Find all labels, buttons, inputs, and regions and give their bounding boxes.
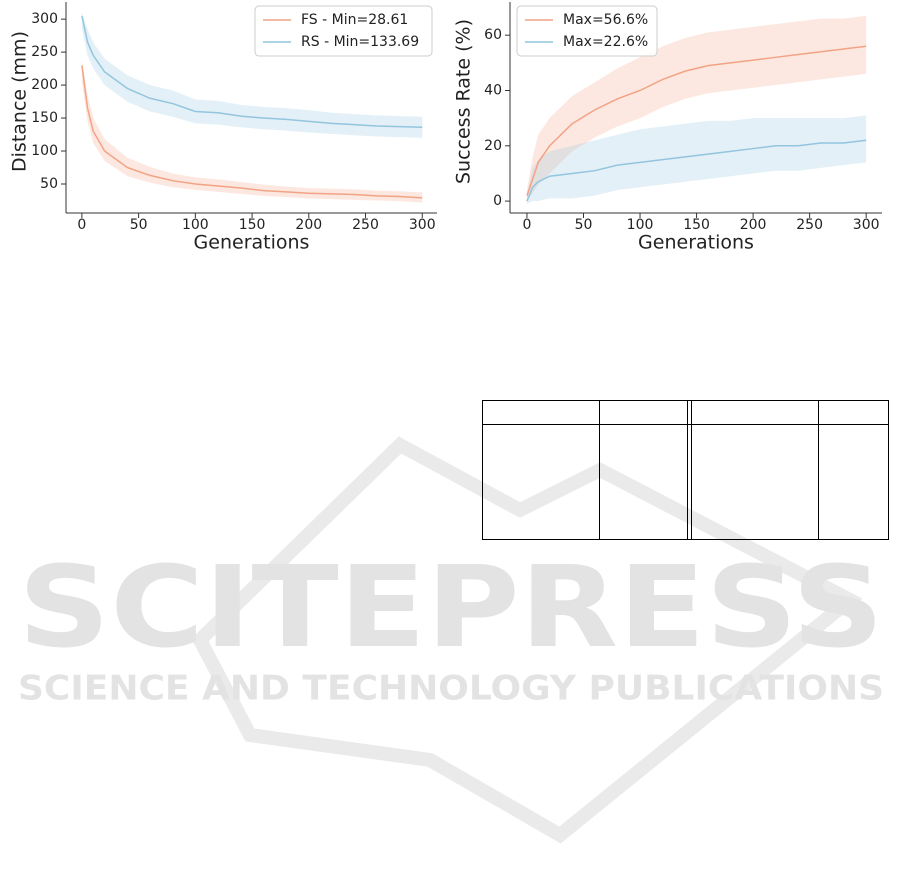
y-tick-label: 40: [484, 82, 502, 98]
y-tick-label: 200: [31, 77, 58, 93]
y-tick-label: 60: [484, 27, 502, 43]
x-tick-label: 150: [239, 217, 266, 233]
y-tick-label: 100: [31, 143, 58, 159]
x-tick-label: 50: [130, 217, 148, 233]
line: [526, 139, 867, 202]
line: [526, 45, 867, 196]
x-axis-label: Generations: [638, 232, 754, 254]
y-tick-label: 50: [40, 176, 58, 192]
y-tick-label: 250: [31, 44, 58, 60]
x-tick-label: 0: [522, 217, 531, 233]
line: [81, 65, 423, 199]
watermark-shape: [191, 436, 863, 844]
chart: 0 50 100 150 200 250 300 0 20 40 60 Generations Succ…: [453, 2, 882, 254]
x-tick-label: 200: [740, 217, 767, 233]
legend-label: Max=56.6%: [563, 12, 648, 28]
legend-label: RS - Min=133.69: [301, 34, 419, 50]
x-tick-label: 0: [77, 217, 86, 233]
band: [526, 15, 867, 202]
x-tick-label: 250: [796, 217, 823, 233]
y-tick-label: 20: [484, 138, 502, 154]
x-tick-label: 200: [295, 217, 322, 233]
legend-box: [254, 5, 433, 57]
line: [81, 15, 423, 129]
legend-box: [516, 5, 658, 57]
x-tick-label: 100: [182, 217, 209, 233]
band: [526, 115, 867, 204]
legend-label: Max=22.6%: [563, 34, 648, 50]
y-tick-label: 150: [31, 110, 58, 126]
y-tick-label: 300: [31, 11, 58, 27]
chart: 0 50 100 150 200 250 300 50 100 150 200 250 300 Gener…: [9, 2, 437, 254]
y-axis-label: Success Rate (%): [453, 19, 475, 184]
y-axis-label: Distance (mm): [9, 31, 31, 172]
legend-label: FS - Min=28.61: [301, 12, 408, 28]
x-tick-label: 300: [853, 217, 880, 233]
y-tick-label: 0: [493, 193, 502, 209]
x-tick-label: 250: [352, 217, 379, 233]
table-border: [482, 400, 889, 540]
x-tick-label: 300: [409, 217, 436, 233]
band: [81, 12, 423, 138]
watermark-subtitle: SCIENCE AND TECHNOLOGY PUBLICATIONS: [18, 669, 884, 709]
x-tick-label: 50: [575, 217, 593, 233]
watermark-title: SCITEPRESS: [18, 543, 884, 673]
x-tick-label: 100: [627, 217, 654, 233]
x-tick-label: 150: [683, 217, 710, 233]
x-axis-label: Generations: [194, 232, 310, 254]
table: [482, 400, 889, 540]
